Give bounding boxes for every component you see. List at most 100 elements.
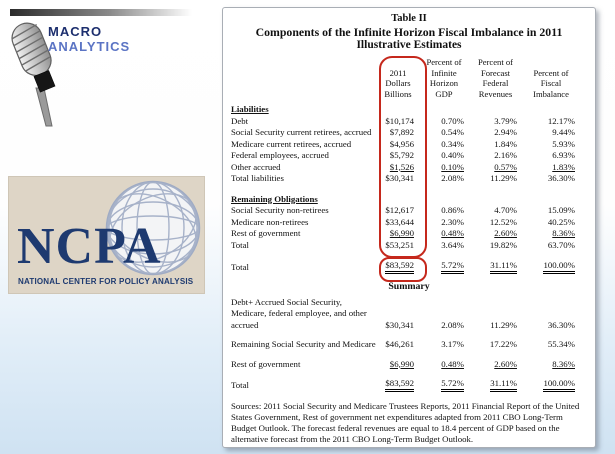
row-value: 0.86% <box>441 205 464 215</box>
empty-corner-cell <box>231 57 377 104</box>
row-value: 55.34% <box>547 339 575 349</box>
row-value: 31.11% <box>469 378 522 392</box>
row-value: 12.17% <box>547 115 575 126</box>
row-value: 11.29% <box>490 173 517 183</box>
table-row: Remaining Social Security and Medicare $4… <box>231 339 580 351</box>
row-value: $12,617 <box>385 205 414 215</box>
row-value: $1,526 <box>389 161 414 172</box>
spacer-row <box>231 370 580 378</box>
row-value: 2.60% <box>494 358 517 369</box>
sources-note: Sources: 2011 Social Security and Medica… <box>231 400 580 445</box>
column-header: Percent of Infinite Horizon GDP <box>426 57 462 99</box>
table-row: Medicare current retirees, accrued $4,956… <box>231 139 580 151</box>
table-row: Rest of government $6,990 0.48% 2.60% 8.36% <box>231 228 580 240</box>
row-label: Medicare non-retirees <box>231 216 309 227</box>
section-heading-row: Remaining Obligations <box>231 194 580 206</box>
row-label: Remaining Social Security and Medicare <box>231 339 376 349</box>
row-value: $7,892 <box>389 127 414 137</box>
row-value: $4,956 <box>389 138 414 149</box>
table-row: Total $83,592 5.72% 31.11% 100.00% <box>231 378 580 392</box>
row-value: 1.84% <box>494 138 517 149</box>
row-value: 12.52% <box>489 216 517 227</box>
row-value: 2.60% <box>494 228 517 238</box>
table-row: Federal employees, accrued $5,792 0.40% 2.1… <box>231 150 580 162</box>
row-value: 3.64% <box>441 239 464 250</box>
table-row: Total $53,251 3.64% 19.82% 63.70% <box>231 240 580 252</box>
row-value: $30,341 <box>385 319 414 330</box>
row-value: 2.08% <box>441 173 464 183</box>
row-label: Total liabilities <box>231 173 284 183</box>
row-label: Other accrued <box>231 161 281 172</box>
row-value: $83,592 <box>377 260 419 274</box>
row-value: 63.70% <box>547 239 575 250</box>
row-value: 19.82% <box>489 239 517 250</box>
row-value: 0.40% <box>441 150 464 160</box>
row-value: 36.30% <box>547 173 575 183</box>
table-subtitle: Illustrative Estimates <box>356 39 462 51</box>
row-value: 2.16% <box>494 150 517 160</box>
row-value: 0.57% <box>494 161 517 172</box>
table-row: Medicare non-retirees $33,644 2.30% 12.52% 4… <box>231 217 580 229</box>
row-value: 0.48% <box>441 228 464 238</box>
row-label: Social Security non-retirees <box>231 205 329 215</box>
row-value: 5.72% <box>419 378 469 392</box>
column-header-row: 2011 Dollars Billions Percent of Infinite… <box>231 57 580 104</box>
macro-analytics-logo: Macro Analytics <box>6 6 216 136</box>
row-value: $53,251 <box>385 239 414 250</box>
row-value: $6,990 <box>389 228 414 238</box>
row-value: 0.10% <box>441 161 464 172</box>
row-value: $33,644 <box>385 216 414 227</box>
row-value: $83,592 <box>377 378 419 392</box>
row-label: Federal employees, accrued <box>231 150 329 160</box>
table-panel: Table II Components of the Infinite Hori… <box>222 7 596 448</box>
row-value: 40.25% <box>547 216 575 227</box>
microphone-icon <box>11 22 56 127</box>
globe-icon <box>105 180 201 276</box>
row-value: 36.30% <box>547 319 575 330</box>
ncpa-tagline: NATIONAL CENTER FOR POLICY ANALYSIS <box>18 277 194 286</box>
row-value: 5.72% <box>419 260 469 274</box>
row-value: 100.00% <box>522 378 580 392</box>
row-value: 2.30% <box>441 216 464 227</box>
table-row: Rest of government $6,990 0.48% 2.60% 8.36% <box>231 359 580 371</box>
table-row: Total liabilities $30,341 2.08% 11.29% 36.30… <box>231 173 580 185</box>
row-value: $6,990 <box>389 358 414 369</box>
table-row: Debt+ Accrued Social Security, Medicare,… <box>231 297 580 332</box>
table-row: Other accrued $1,526 0.10% 0.57% 1.83% <box>231 162 580 174</box>
row-value: 100.00% <box>522 260 580 274</box>
table-caption: Table II <box>391 13 427 24</box>
row-value: 1.83% <box>552 161 575 172</box>
row-label: Total <box>231 239 249 250</box>
row-value: 8.36% <box>552 358 575 369</box>
row-value: $5,792 <box>389 150 414 160</box>
row-label: Medicare current retirees, accrued <box>231 138 352 149</box>
row-value: 8.36% <box>552 228 575 238</box>
section-heading: Remaining Obligations <box>231 193 318 204</box>
spacer-row <box>231 185 580 194</box>
row-value: $10,174 <box>385 115 414 126</box>
row-label: Social Security current retirees, accrue… <box>231 127 372 137</box>
row-value: $30,341 <box>385 173 414 183</box>
row-label: Rest of government <box>231 358 301 369</box>
row-label: Debt <box>231 115 249 126</box>
row-value: 3.17% <box>441 339 464 349</box>
table-row: Social Security current retirees, accrue… <box>231 127 580 139</box>
brand-name-analytics: Analytics <box>48 35 131 56</box>
table-row: Total $83,592 5.72% 31.11% 100.00% <box>231 260 580 274</box>
summary-heading: Summary <box>388 280 430 292</box>
row-value: 3.79% <box>494 115 517 126</box>
row-value: 9.44% <box>552 127 575 137</box>
table-row: Debt $10,174 0.70% 3.79% 12.17% <box>231 116 580 128</box>
row-label: Rest of government <box>231 228 301 238</box>
row-value: $46,261 <box>385 339 414 349</box>
section-heading-row: Liabilities <box>231 104 580 116</box>
row-value: 11.29% <box>490 319 517 330</box>
ncpa-acronym: NCPA <box>17 218 162 275</box>
row-value: 2.08% <box>441 319 464 330</box>
row-label: Debt+ Accrued Social Security, Medicare,… <box>231 296 367 330</box>
row-value: 0.54% <box>441 127 464 137</box>
column-header: 2011 Dollars Billions <box>384 67 412 99</box>
table-title: Components of the Infinite Horizon Fisca… <box>255 25 563 39</box>
row-value: 0.48% <box>441 358 464 369</box>
